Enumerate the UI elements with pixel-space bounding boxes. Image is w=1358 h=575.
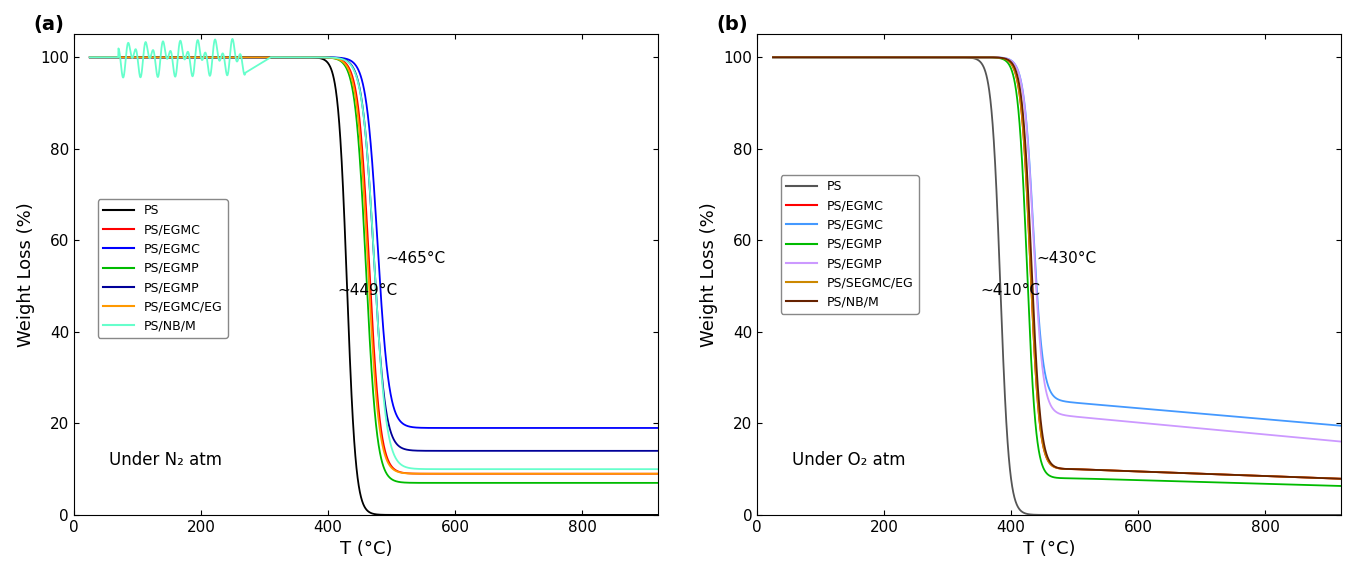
- Text: (b): (b): [716, 15, 748, 34]
- Text: ~410°C: ~410°C: [980, 283, 1040, 298]
- Legend: PS, PS/EGMC, PS/EGMC, PS/EGMP, PS/EGMP, PS/SEGMC/EG, PS/NB/M: PS, PS/EGMC, PS/EGMC, PS/EGMP, PS/EGMP, …: [781, 175, 919, 314]
- Text: Under O₂ atm: Under O₂ atm: [792, 451, 906, 469]
- Text: ~430°C: ~430°C: [1036, 251, 1097, 266]
- Text: ~449°C: ~449°C: [338, 283, 398, 298]
- Text: (a): (a): [33, 15, 64, 34]
- X-axis label: T (°C): T (°C): [340, 540, 392, 558]
- X-axis label: T (°C): T (°C): [1023, 540, 1076, 558]
- Y-axis label: Weight Loss (%): Weight Loss (%): [16, 202, 35, 347]
- Text: ~465°C: ~465°C: [386, 251, 445, 266]
- Y-axis label: Weight Loss (%): Weight Loss (%): [699, 202, 718, 347]
- Legend: PS, PS/EGMC, PS/EGMC, PS/EGMP, PS/EGMP, PS/EGMC/EG, PS/NB/M: PS, PS/EGMC, PS/EGMC, PS/EGMP, PS/EGMP, …: [98, 199, 228, 338]
- Text: Under N₂ atm: Under N₂ atm: [109, 451, 221, 469]
